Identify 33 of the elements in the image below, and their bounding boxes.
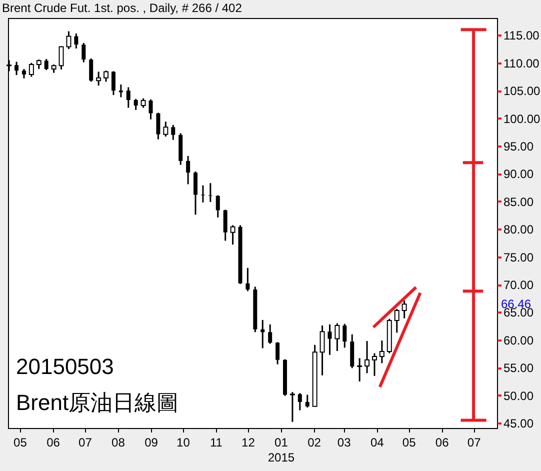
y-tick-label: 70.00	[504, 278, 534, 292]
y-tick-label: 95.00	[504, 139, 534, 154]
x-tick-label: 07	[467, 436, 482, 450]
y-tick-label: 50.00	[504, 388, 534, 403]
y-tick-label: 100.00	[504, 112, 541, 126]
y-tick-label: 75.00	[504, 250, 534, 264]
y-tick-label: 110.00	[504, 56, 540, 70]
y-tick-label: 105.00	[504, 84, 541, 98]
x-tick-label: 08	[112, 436, 126, 450]
y-tick-label: 115.00	[504, 28, 540, 43]
annotation: Brent原油日線圖	[16, 390, 179, 415]
x-tick-label: 03	[337, 436, 352, 450]
x-tick-label: 09	[144, 436, 158, 450]
x-tick-label: 02	[308, 436, 322, 450]
y-tick-label: 60.00	[504, 333, 534, 348]
y-tick-label: 85.00	[504, 194, 534, 209]
y-tick-label: 90.00	[504, 167, 534, 182]
chart-title: Brent Crude Fut. 1st. pos. , Daily, # 266 / 402	[2, 1, 242, 15]
x-tick-label: 06	[435, 436, 450, 450]
x-tick-label: 01	[274, 436, 288, 450]
x-axis-title: 2015	[268, 450, 295, 464]
y-tick-label: 45.00	[504, 416, 534, 431]
y-tick-label: 55.00	[504, 361, 534, 376]
x-tick-label: 11	[210, 436, 223, 450]
x-tick-label: 12	[242, 436, 256, 450]
x-tick-label: 05	[14, 436, 28, 450]
x-tick-label: 05	[402, 436, 416, 450]
x-tick-label: 07	[78, 436, 92, 450]
annotation: 20150503	[16, 354, 114, 379]
x-tick-label: 10	[176, 436, 190, 450]
y-tick-label: 80.00	[504, 222, 534, 237]
x-tick-label: 06	[46, 436, 60, 450]
x-tick-label: 04	[370, 436, 384, 450]
